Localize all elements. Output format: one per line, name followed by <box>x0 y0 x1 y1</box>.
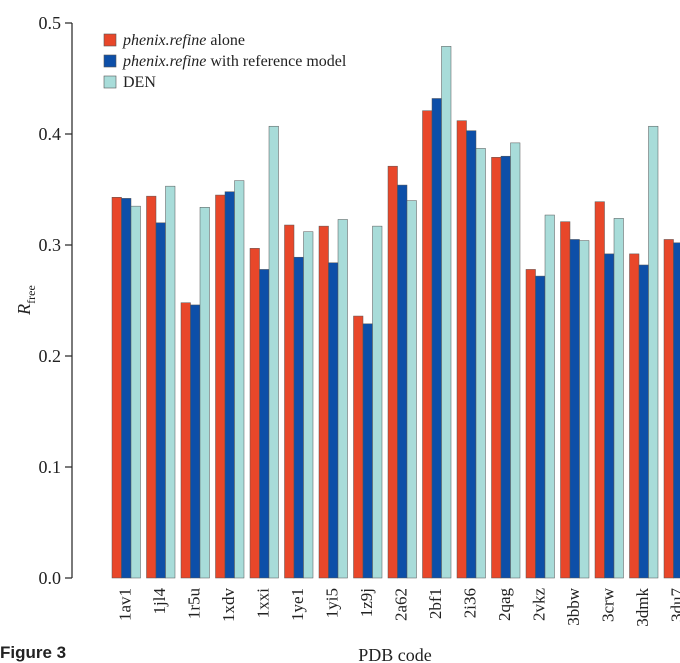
bar-1av1-series-0 <box>111 197 122 579</box>
legend-entry-name: with reference model <box>206 53 346 70</box>
legend-entry-name: DEN <box>123 74 156 91</box>
x-tick-label: 1yi5 <box>322 588 341 618</box>
bar-2i36-series-0 <box>456 120 467 579</box>
bar-3dmk-series-1 <box>638 264 649 579</box>
bar-1yi5-series-1 <box>328 262 339 579</box>
bar-1xxi-series-2 <box>268 125 279 579</box>
x-tick-label: 2qag <box>495 588 514 622</box>
bar-1jl4-series-1 <box>155 222 166 579</box>
bar-1jl4-series-2 <box>165 185 176 579</box>
x-tick-label: 3crw <box>598 587 617 622</box>
bar-3dmk-series-0 <box>629 253 640 579</box>
bar-1ye1-series-0 <box>284 224 295 579</box>
x-tick-label: 2vkz <box>529 588 548 622</box>
bar-2i36-series-1 <box>466 130 477 579</box>
x-tick-label: 2i36 <box>460 588 479 618</box>
bar-2a62-series-0 <box>387 165 398 579</box>
bar-1ye1-series-2 <box>303 231 314 579</box>
legend-entry-italic: phenix.refine <box>122 32 206 49</box>
bar-1r5u-series-1 <box>190 304 201 579</box>
bars <box>111 46 680 579</box>
x-tick-label: 1r5u <box>184 588 203 620</box>
bar-3du7-series-0 <box>663 239 674 579</box>
bar-2qag-series-1 <box>500 155 511 579</box>
bar-2a62-series-2 <box>406 200 417 579</box>
x-tick-label: 3dmk <box>633 588 652 627</box>
bar-1r5u-series-0 <box>180 302 191 579</box>
y-tick-label: 0.4 <box>39 124 62 144</box>
bar-3bbw-series-0 <box>560 221 571 579</box>
y-axis-title-main: R <box>14 304 34 316</box>
x-tick-label: 1av1 <box>115 588 134 621</box>
x-axis-labels: 1av1 1jl4 1r5u 1xdv 1xxi 1ye1 1yi5 1z9j 2a62 2bf1… <box>115 587 680 626</box>
y-tick-label: 0.3 <box>39 235 62 255</box>
y-tick-label: 0.5 <box>39 13 62 33</box>
bar-1av1-series-1 <box>121 198 132 579</box>
bar-3crw-series-2 <box>613 218 624 579</box>
legend-entry: phenix.refine alone <box>122 32 245 49</box>
bar-3crw-series-0 <box>594 201 605 579</box>
bar-1av1-series-2 <box>130 205 141 579</box>
bar-1xdv-series-0 <box>215 194 226 579</box>
bar-1ye1-series-1 <box>293 256 304 579</box>
bar-2qag-series-2 <box>510 142 521 579</box>
y-tick-label: 0.1 <box>39 457 62 477</box>
bar-1jl4-series-0 <box>146 195 157 579</box>
bar-2bf1-series-0 <box>422 110 433 579</box>
bar-1xxi-series-1 <box>259 269 270 579</box>
x-tick-label: 1ye1 <box>288 588 307 621</box>
legend-swatch <box>103 33 117 47</box>
legend-entry: phenix.refine with reference model <box>122 53 347 70</box>
legend-entry: DEN <box>123 74 156 91</box>
bar-1xxi-series-0 <box>249 248 260 579</box>
bar-2bf1-series-2 <box>441 46 452 579</box>
bar-1xdv-series-1 <box>224 191 235 579</box>
legend-entry-name: alone <box>206 32 245 49</box>
bar-3du7-series-1 <box>673 242 680 579</box>
bar-1xdv-series-2 <box>234 180 245 579</box>
bar-1yi5-series-2 <box>337 219 348 579</box>
bar-1z9j-series-1 <box>362 323 373 579</box>
bar-3bbw-series-1 <box>569 239 580 579</box>
bar-3crw-series-1 <box>604 253 615 579</box>
y-axis-title-subscript: free <box>24 285 38 304</box>
bar-1z9j-series-0 <box>353 315 364 579</box>
x-tick-label: 1jl4 <box>150 588 169 615</box>
bar-2vkz-series-0 <box>525 269 536 579</box>
bar-1r5u-series-2 <box>199 207 210 579</box>
x-tick-label: 1z9j <box>357 588 376 617</box>
bar-2vkz-series-2 <box>544 214 555 579</box>
legend-swatch <box>103 75 117 89</box>
x-tick-label: 1xdv <box>219 588 238 623</box>
y-tick-label: 0.2 <box>39 346 62 366</box>
bar-3bbw-series-2 <box>579 240 590 579</box>
y-tick-label: 0.0 <box>39 568 62 588</box>
y-axis-title: Rfree <box>14 285 38 316</box>
bar-2bf1-series-1 <box>431 98 442 579</box>
x-tick-label: 2bf1 <box>426 588 445 619</box>
bar-1yi5-series-0 <box>318 225 329 579</box>
x-tick-label: 2a62 <box>391 588 410 621</box>
x-tick-label: 3du7 <box>667 588 680 623</box>
figure-label: Figure 3 <box>0 643 67 662</box>
y-axis: 0.0 0.1 0.2 0.3 0.4 0.5 <box>39 13 73 588</box>
x-axis-title: PDB code <box>358 645 432 663</box>
bar-2vkz-series-1 <box>535 275 546 579</box>
legend-entry-italic: phenix.refine <box>122 53 206 70</box>
bar-2qag-series-0 <box>491 157 502 579</box>
x-tick-label: 1xxi <box>253 588 272 619</box>
bar-2a62-series-1 <box>397 184 408 579</box>
bar-3dmk-series-2 <box>648 125 659 579</box>
bar-1z9j-series-2 <box>372 225 383 579</box>
legend-swatch <box>103 54 117 68</box>
bar-2i36-series-2 <box>475 148 486 579</box>
x-tick-label: 3bbw <box>564 587 583 626</box>
